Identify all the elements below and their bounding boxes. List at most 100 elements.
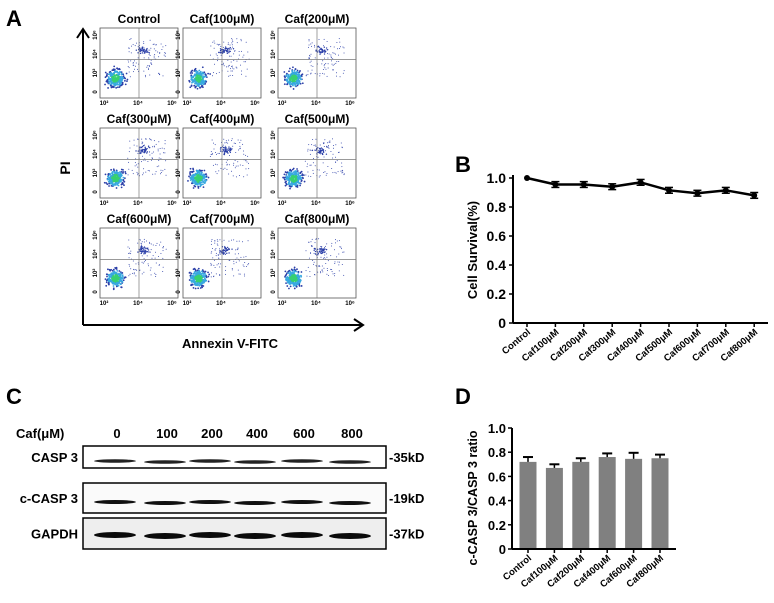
scatter-point xyxy=(314,165,316,167)
scatter-point xyxy=(289,276,291,279)
scatter-point xyxy=(296,179,298,181)
scatter-point xyxy=(190,85,193,87)
flow-plot: Caf(200μM) 10⁶ 10⁴ 10² 0 10² 10⁴ 10⁶ xyxy=(270,12,357,107)
scatter-point xyxy=(245,168,247,170)
scatter-point xyxy=(114,70,117,73)
scatter-point xyxy=(158,141,160,143)
scatter-point xyxy=(133,139,135,141)
scatter-point xyxy=(110,71,112,74)
scatter-point xyxy=(210,252,212,254)
protein-band xyxy=(144,460,186,464)
scatter-point xyxy=(149,138,151,140)
scatter-point xyxy=(107,277,110,280)
scatter-point xyxy=(198,269,201,272)
scatter-point xyxy=(288,287,290,290)
molecular-weight-label: -37kD xyxy=(389,527,424,542)
scatter-point xyxy=(247,264,249,266)
scatter-point xyxy=(292,285,295,287)
scatter-point xyxy=(111,171,113,174)
scatter-point xyxy=(120,186,123,189)
scatter-point xyxy=(219,43,221,45)
scatter-point xyxy=(235,152,237,154)
scatter-point xyxy=(114,82,117,85)
scatter-point xyxy=(322,149,325,151)
flow-plot: Caf(400μM) 10⁶ 10⁴ 10² 0 10² 10⁴ 10⁶ xyxy=(175,112,262,207)
scatter-point xyxy=(325,68,327,70)
scatter-point xyxy=(225,151,227,153)
scatter-point xyxy=(199,86,201,89)
scatter-point xyxy=(229,46,231,49)
scatter-point xyxy=(321,252,323,255)
scatter-point xyxy=(228,150,230,152)
scatter-point xyxy=(310,60,312,62)
flow-x-tick: 10⁶ xyxy=(250,101,260,107)
scatter-point xyxy=(118,83,121,86)
protein-band xyxy=(281,500,323,504)
scatter-point xyxy=(309,275,311,277)
flow-y-tick: 0 xyxy=(93,290,99,294)
scatter-point xyxy=(192,286,195,289)
scatter-point xyxy=(292,74,294,77)
scatter-point xyxy=(232,48,235,50)
scatter-point xyxy=(296,170,299,172)
scatter-point xyxy=(223,151,226,153)
scatter-point xyxy=(219,150,222,152)
scatter-point xyxy=(240,139,242,141)
scatter-point xyxy=(152,244,154,246)
scatter-point xyxy=(151,257,153,259)
scatter-point xyxy=(163,148,165,150)
scatter-point xyxy=(308,241,310,243)
scatter-point xyxy=(128,257,130,259)
scatter-point xyxy=(150,274,152,276)
scatter-point xyxy=(109,175,112,178)
scatter-point xyxy=(319,73,321,75)
protein-band xyxy=(281,459,323,463)
flow-y-tick: 10⁴ xyxy=(271,49,277,59)
scatter-point xyxy=(227,66,229,68)
scatter-point xyxy=(313,263,315,265)
scatter-point xyxy=(230,61,232,63)
scatter-point xyxy=(294,75,297,78)
scatter-point xyxy=(135,65,137,67)
scatter-point xyxy=(128,71,130,73)
scatter-point xyxy=(207,176,210,179)
flow-y-tick: 10⁶ xyxy=(93,130,99,140)
d-y-tick-label: 0.2 xyxy=(488,518,506,533)
scatter-point xyxy=(245,41,247,43)
scatter-point xyxy=(319,53,321,55)
d-y-tick-label: 0 xyxy=(499,542,506,557)
scatter-point xyxy=(322,162,324,164)
scatter-point xyxy=(136,171,138,173)
scatter-point xyxy=(231,65,233,67)
scatter-point xyxy=(284,274,287,277)
scatter-point xyxy=(146,51,149,53)
scatter-point xyxy=(190,176,193,179)
scatter-point xyxy=(288,70,290,73)
scatter-point xyxy=(336,160,338,162)
scatter-point xyxy=(103,181,106,184)
scatter-point xyxy=(233,142,235,144)
scatter-point xyxy=(198,83,201,86)
scatter-point xyxy=(104,71,107,74)
scatter-point xyxy=(317,156,319,158)
scatter-point xyxy=(129,140,131,142)
scatter-point xyxy=(320,256,322,258)
scatter-point xyxy=(163,54,165,56)
scatter-point xyxy=(291,177,294,179)
scatter-point xyxy=(162,46,164,48)
scatter-point xyxy=(323,46,326,48)
scatter-point xyxy=(157,150,159,152)
scatter-point xyxy=(207,275,210,278)
scatter-point xyxy=(214,151,216,153)
scatter-point xyxy=(137,251,139,253)
scatter-point xyxy=(215,53,217,55)
scatter-point xyxy=(321,265,323,267)
scatter-point xyxy=(323,172,325,174)
scatter-point xyxy=(237,269,239,271)
scatter-point xyxy=(239,142,241,144)
scatter-point xyxy=(107,87,109,89)
scatter-point xyxy=(231,268,233,270)
flow-x-tick: 10⁶ xyxy=(167,101,177,107)
flow-y-tick: 10⁴ xyxy=(93,49,99,59)
scatter-point xyxy=(319,175,321,177)
